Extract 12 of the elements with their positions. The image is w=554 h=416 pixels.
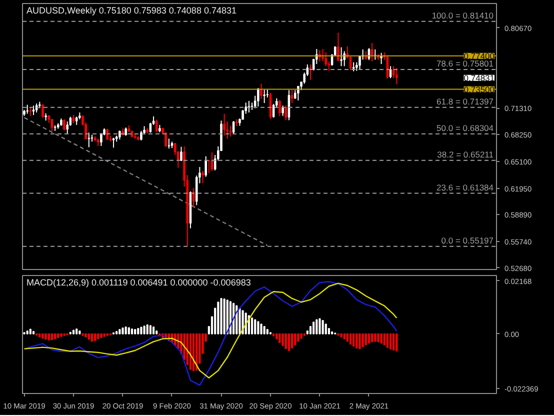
annotation: 0.74831 [464,72,495,83]
ref-line-label: 0.77400 [464,50,495,61]
ref-line-label: 78.6 = 0.75801 [436,58,494,69]
ref-line-label: 0.73500 [464,84,495,94]
ref-line-label: 50.0 = 0.68304 [436,122,494,133]
chart-title: AUDUSD,Weekly 0.75180 0.75983 0.74088 0.74831 [26,6,236,16]
ref-line-label: 100.0 = 0.81410 [432,10,494,20]
ref-line-label: 61.8 = 0.71397 [436,96,494,106]
ref-line-label: 23.6 = 0.61384 [436,182,494,192]
ref-line-label: 0.0 = 0.55197 [441,235,494,246]
ref-line-label: 38.2 = 0.65211 [437,149,494,160]
chart-title: MACD(12,26,9) 0.001119 0.006491 0.000000 -0.006983 [26,278,251,288]
